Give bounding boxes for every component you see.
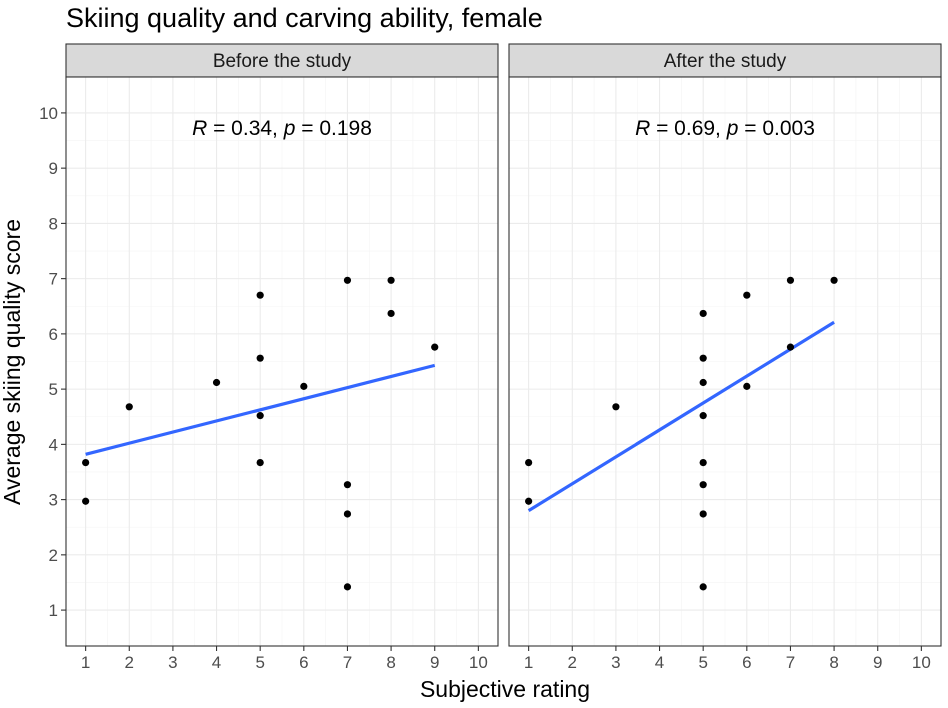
data-point (343, 583, 352, 591)
data-point (699, 378, 707, 387)
data-point (699, 354, 707, 362)
y-tick-label: 2 (49, 546, 58, 565)
x-tick-label: 6 (299, 653, 308, 672)
facet-strip-label: After the study (664, 51, 787, 72)
data-point (431, 343, 439, 351)
data-point (256, 291, 264, 299)
panel-border (65, 76, 499, 647)
p-symbol: p (283, 117, 296, 140)
y-tick-label: 10 (39, 104, 58, 123)
y-tick-label: 8 (49, 214, 58, 233)
data-point (699, 412, 707, 420)
data-point (82, 458, 90, 467)
data-point (256, 412, 264, 420)
facet-strip (508, 43, 942, 78)
data-point (786, 343, 795, 351)
panel-border (508, 76, 942, 647)
data-point (387, 276, 395, 284)
data-point (343, 481, 352, 489)
x-tick-label: 4 (212, 653, 221, 672)
data-point (125, 403, 133, 411)
x-tick-label: 5 (698, 653, 707, 672)
y-tick-label: 7 (49, 270, 58, 289)
y-tick-label: 9 (49, 159, 58, 178)
panel-grid (509, 77, 941, 646)
p-value: = 0.198 (295, 117, 371, 140)
x-tick-label: 7 (343, 653, 352, 672)
data-point (212, 378, 221, 387)
x-tick-label: 8 (829, 653, 838, 672)
facet-strip (65, 43, 499, 78)
y-tick-label: 3 (49, 491, 58, 510)
data-point (699, 583, 707, 591)
data-point (743, 291, 751, 299)
x-tick-label: 7 (786, 653, 795, 672)
data-point (699, 510, 707, 518)
y-axis-ticks: 1 2 3 4 5 6 7 8 9 10 (39, 104, 66, 620)
x-axis-title: Subjective rating (420, 676, 590, 702)
x-tick-label: 9 (430, 653, 439, 672)
x-tick-label: 9 (873, 653, 882, 672)
x-axis-ticks: 1 2 3 4 5 6 7 8 9 10 (524, 646, 931, 672)
data-point (300, 382, 308, 390)
r-value: = 0.69, (650, 117, 726, 140)
correlation-annotation: R = 0.34, p = 0.198 (192, 117, 372, 140)
x-tick-label: 2 (568, 653, 577, 672)
correlation-annotation: R = 0.69, p = 0.003 (635, 117, 815, 140)
r-value: = 0.34, (207, 117, 283, 140)
data-point (699, 458, 707, 467)
r-symbol: R (635, 117, 650, 140)
y-tick-label: 1 (49, 601, 58, 620)
facet-panels: Before the study R = 0.34, p = 0.198 1 2 3 4 5… (39, 43, 942, 672)
y-tick-label: 4 (49, 435, 58, 454)
x-axis-ticks: 1 2 3 4 5 6 7 8 9 10 (81, 646, 488, 672)
y-tick-label: 6 (49, 325, 58, 344)
x-tick-label: 3 (611, 653, 620, 672)
regression-line (527, 320, 835, 513)
data-point (343, 276, 352, 284)
regression-line (85, 363, 436, 456)
data-point (830, 276, 838, 284)
x-tick-label: 3 (168, 653, 177, 672)
facet-strip-label: Before the study (213, 51, 352, 72)
x-tick-label: 2 (125, 653, 134, 672)
facet-panel-1: Before the study R = 0.34, p = 0.198 1 2 3 4 5… (39, 43, 499, 672)
x-tick-label: 4 (655, 653, 664, 672)
data-point (699, 481, 707, 489)
panel-grid (66, 77, 498, 646)
x-tick-label: 5 (255, 653, 264, 672)
data-points (525, 276, 838, 591)
x-tick-label: 1 (524, 653, 533, 672)
x-tick-label: 10 (469, 653, 488, 672)
p-symbol: p (726, 117, 739, 140)
data-point (256, 354, 264, 362)
x-tick-label: 8 (386, 653, 395, 672)
facet-panel-2: After the study R = 0.69, p = 0.003 1 2 3 4 5 6… (508, 43, 942, 672)
data-points (82, 276, 439, 591)
data-point (343, 510, 352, 518)
data-point (82, 497, 90, 505)
chart-title: Skiing quality and carving ability, fema… (66, 3, 543, 33)
data-point (525, 458, 533, 467)
y-tick-label: 5 (49, 380, 58, 399)
data-point (256, 458, 264, 467)
data-point (387, 309, 395, 318)
data-point (525, 497, 533, 505)
data-point (786, 276, 795, 284)
x-tick-label: 1 (81, 653, 90, 672)
x-tick-label: 10 (912, 653, 931, 672)
data-point (612, 403, 620, 411)
y-axis-title: Average skiing quality score (0, 219, 25, 505)
r-symbol: R (192, 117, 207, 140)
x-tick-label: 6 (742, 653, 751, 672)
p-value: = 0.003 (738, 117, 814, 140)
data-point (743, 382, 751, 390)
data-point (699, 309, 707, 318)
